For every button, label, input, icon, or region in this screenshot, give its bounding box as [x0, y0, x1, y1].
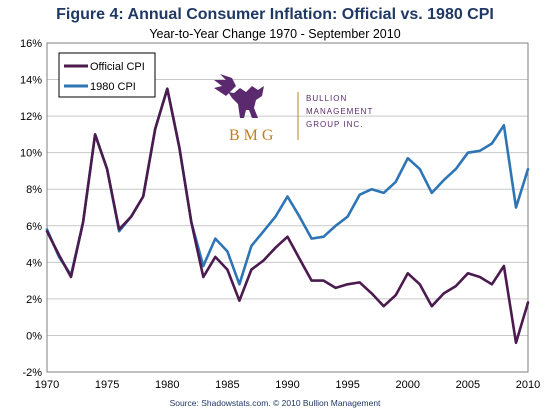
chart-title: Figure 4: Annual Consumer Inflation: Off…	[56, 6, 494, 23]
y-tick-label-8: 0%	[26, 330, 42, 342]
plot-area-border	[46, 42, 529, 373]
series-lines	[45, 87, 530, 345]
logo-name-line-3: GROUP INC.	[306, 120, 363, 129]
series-line-official-cpi	[45, 87, 530, 345]
y-tick-label-3: 10%	[20, 148, 42, 160]
x-tick-label-7: 2005	[456, 379, 480, 391]
x-axis-tick-labels: 1970 1975 1980 1985 1990 1995 2000 2005 2010	[35, 379, 540, 391]
griffin-emblem-icon	[228, 86, 264, 118]
y-axis-tick-labels: 16% 14% 12% 10% 8% 6% 4% 2% 0% -2%	[20, 38, 42, 379]
legend-box	[58, 52, 156, 98]
legend-label-official-cpi: Official CPI	[90, 61, 145, 73]
bmg-logo: BMG BULLION MANAGEMENT GROUP INC.	[214, 74, 373, 144]
y-tick-label-9: -2%	[22, 367, 42, 379]
x-tick-label-6: 2000	[396, 379, 420, 391]
logo-abbreviation: BMG	[229, 127, 277, 144]
y-tick-label-6: 4%	[26, 257, 42, 269]
y-tick-label-7: 2%	[26, 294, 42, 306]
series-line-1980-cpi	[45, 87, 530, 286]
x-tick-label-5: 1995	[335, 379, 359, 391]
y-tick-label-5: 6%	[26, 221, 42, 233]
griffin-wing-icon	[214, 74, 236, 96]
x-tick-label-8: 2010	[516, 379, 540, 391]
legend-label-1980-cpi: 1980 CPI	[90, 81, 136, 93]
logo-name-line-1: BULLION	[306, 94, 347, 103]
chart-source-note: Source: Shadowstats.com. © 2010 Bullion …	[169, 398, 381, 408]
y-tick-label-0: 16%	[20, 38, 42, 50]
chart-subtitle: Year-to-Year Change 1970 - September 201…	[149, 27, 401, 41]
logo-name-line-2: MANAGEMENT	[306, 107, 373, 116]
x-tick-label-4: 1990	[275, 379, 299, 391]
y-tick-label-4: 8%	[26, 184, 42, 196]
x-tick-label-0: 1970	[35, 379, 59, 391]
y-tick-label-1: 14%	[20, 75, 42, 87]
x-tick-label-3: 1985	[215, 379, 239, 391]
y-tick-label-2: 12%	[20, 111, 42, 123]
x-tick-label-1: 1975	[95, 379, 119, 391]
x-tick-label-2: 1980	[155, 379, 179, 391]
legend: Official CPI 1980 CPI	[58, 52, 156, 98]
